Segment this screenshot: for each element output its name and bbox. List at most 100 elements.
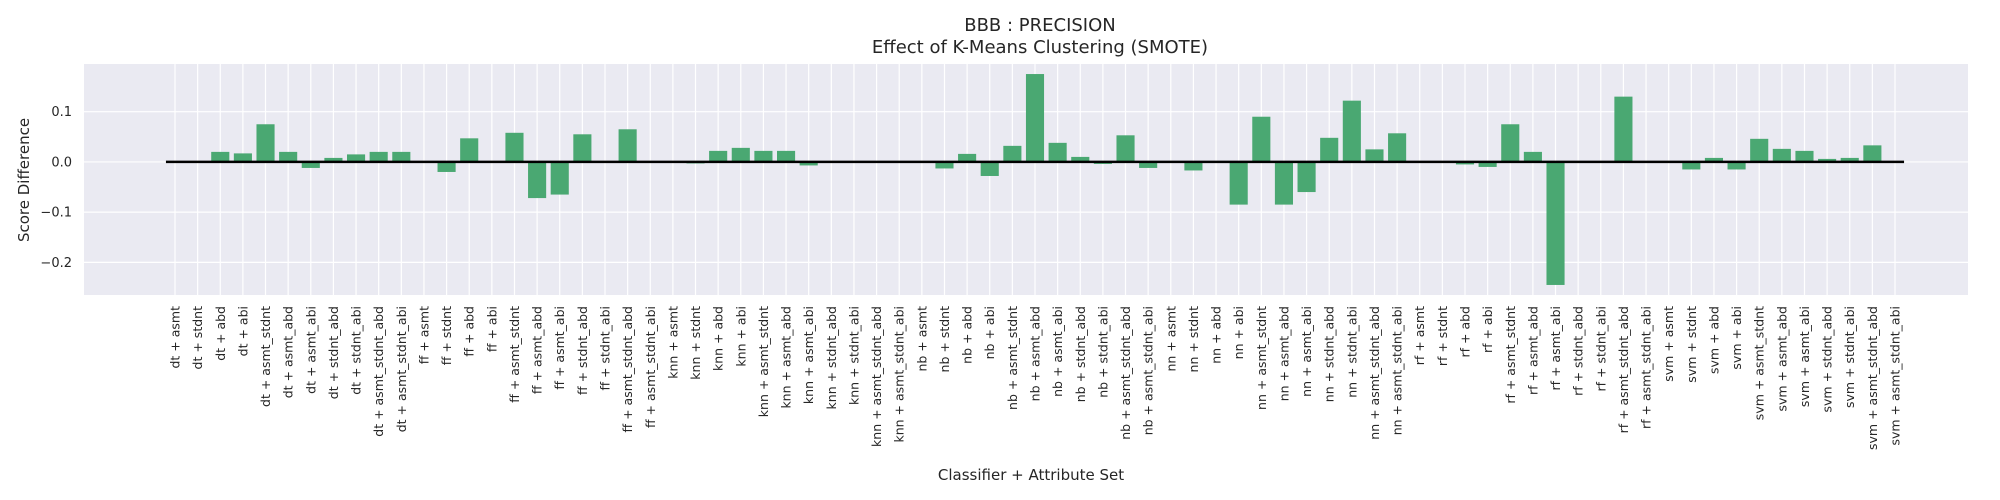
- x-tick-label: dt + asmt_stdnt_abi: [394, 306, 409, 432]
- x-tick-label: nn + stdnt_abi: [1344, 306, 1359, 398]
- bar: [528, 161, 547, 199]
- x-tick-label: svm + abd: [1706, 306, 1721, 374]
- x-tick-label: svm + stdnt_abd: [1820, 306, 1835, 412]
- chart-title: BBB : PRECISION: [964, 15, 1116, 36]
- x-tick-label: ff + stdnt_abd: [575, 306, 590, 395]
- y-tick-label: −0.2: [40, 256, 72, 271]
- x-tick-label: nn + asmt_abi: [1299, 306, 1314, 397]
- bar: [324, 157, 343, 162]
- x-tick-label: ff + stdnt: [439, 306, 454, 365]
- bar: [1184, 161, 1203, 171]
- y-tick-label: 0.1: [51, 105, 72, 120]
- y-axis-label: Score Difference: [15, 118, 33, 242]
- bar: [1614, 96, 1633, 162]
- x-tick-label: svm + asmt_stdnt: [1752, 306, 1767, 420]
- x-tick-label: dt + asmt_abd: [281, 306, 296, 398]
- x-tick-label: knn + asmt_stdnt: [756, 306, 771, 417]
- x-tick-label: rf + asmt_stdnt: [1503, 306, 1518, 404]
- bar: [1455, 161, 1475, 165]
- bar: [799, 161, 818, 166]
- bar: [935, 161, 954, 169]
- bar: [777, 150, 796, 162]
- x-tick-label: nn + asmt_stdnt_abi: [1390, 306, 1405, 435]
- x-tick-label: svm + asmt: [1661, 306, 1676, 382]
- x-tick-label: ff + asmt_stdnt: [507, 306, 522, 403]
- bar: [256, 124, 275, 162]
- x-tick-label: svm + stdnt_abi: [1842, 306, 1857, 408]
- x-tick-label: dt + asmt: [168, 306, 183, 369]
- x-tick-label: nn + stdnt: [1186, 306, 1201, 373]
- bar: [347, 154, 366, 162]
- x-tick-label: svm + asmt_stdnt_abi: [1888, 306, 1903, 446]
- y-tick-label: 0.0: [51, 155, 72, 170]
- bar: [1071, 156, 1090, 162]
- bar: [980, 161, 999, 176]
- x-tick-label: nb + stdnt_abd: [1073, 306, 1088, 402]
- x-tick-label: dt + asmt_stdnt_abd: [371, 306, 386, 437]
- x-tick-label: knn + asmt_abd: [779, 306, 794, 409]
- x-tick-label: rf + stdnt_abd: [1571, 306, 1586, 396]
- x-tick-label: rf + asmt_stdnt_abi: [1639, 306, 1654, 429]
- bar: [709, 150, 728, 162]
- x-axis-label: Classifier + Attribute Set: [938, 466, 1124, 484]
- x-tick-label: knn + stdnt_abd: [824, 306, 839, 409]
- bar: [1320, 137, 1339, 162]
- x-tick-label: nn + asmt: [1163, 306, 1178, 372]
- x-tick-label: nb + asmt_abi: [1050, 306, 1065, 397]
- x-tick-label: rf + abd: [1458, 306, 1473, 358]
- x-tick-label: knn + abi: [733, 306, 748, 367]
- x-tick-label: nb + asmt_stdnt_abd: [1118, 306, 1133, 440]
- x-tick-label: ff + asmt_stdnt_abd: [620, 306, 635, 432]
- bar: [1523, 151, 1542, 162]
- bar: [369, 151, 388, 162]
- x-tick-label: nn + abi: [1231, 306, 1246, 359]
- bar: [1342, 100, 1361, 162]
- bar: [1546, 161, 1565, 285]
- x-tick-label: nb + asmt: [914, 306, 929, 372]
- x-tick-label: ff + stdnt_abi: [598, 306, 613, 391]
- bar: [1365, 149, 1384, 162]
- x-tick-label: knn + asmt_stdnt_abd: [869, 306, 884, 447]
- x-tick-label: svm + asmt_abi: [1797, 306, 1812, 407]
- x-axis-ticks: dt + asmt dt + stdnt dt + abd dt + abi dt + …: [168, 306, 1903, 450]
- bar: [1818, 158, 1837, 162]
- x-tick-label: rf + stdnt_abi: [1593, 306, 1608, 391]
- bar: [573, 134, 592, 162]
- x-tick-label: nb + stdnt: [937, 306, 952, 373]
- bar: [1682, 161, 1701, 170]
- bar: [1229, 161, 1248, 205]
- x-tick-label: knn + asmt_abi: [801, 306, 816, 404]
- bar: [1139, 161, 1158, 168]
- x-tick-label: dt + asmt_stdnt: [258, 306, 273, 407]
- x-tick-label: svm + asmt_abd: [1774, 306, 1789, 412]
- x-tick-label: ff + asmt: [416, 306, 431, 364]
- x-tick-label: nb + abi: [982, 306, 997, 359]
- bar: [211, 151, 230, 162]
- x-tick-label: dt + stdnt_abi: [349, 306, 364, 395]
- x-tick-label: nb + abd: [960, 306, 975, 364]
- bar: [1003, 145, 1022, 162]
- bar: [1388, 133, 1407, 162]
- x-tick-label: dt + stdnt: [190, 306, 205, 370]
- bar: [1727, 161, 1746, 170]
- x-tick-label: knn + asmt_stdnt_abi: [892, 306, 907, 443]
- bar: [1252, 116, 1271, 162]
- bar: [1750, 138, 1769, 162]
- x-tick-label: dt + abd: [213, 306, 228, 361]
- x-tick-label: nb + stdnt_abi: [1095, 306, 1110, 398]
- bar: [731, 147, 750, 162]
- x-tick-label: nb + asmt_stdnt: [1005, 306, 1020, 410]
- x-tick-label: knn + abd: [711, 306, 726, 371]
- x-tick-label: dt + abi: [235, 306, 250, 356]
- chart-subtitle: Effect of K-Means Clustering (SMOTE): [872, 37, 1208, 58]
- bar: [618, 129, 637, 162]
- bar: [392, 151, 411, 162]
- bar: [1274, 161, 1293, 205]
- bar: [233, 153, 252, 162]
- x-tick-label: knn + asmt: [665, 306, 680, 379]
- bar: [1501, 124, 1520, 162]
- bar: [1116, 135, 1135, 162]
- bar: [1048, 142, 1067, 162]
- x-tick-label: rf + asmt: [1412, 306, 1427, 365]
